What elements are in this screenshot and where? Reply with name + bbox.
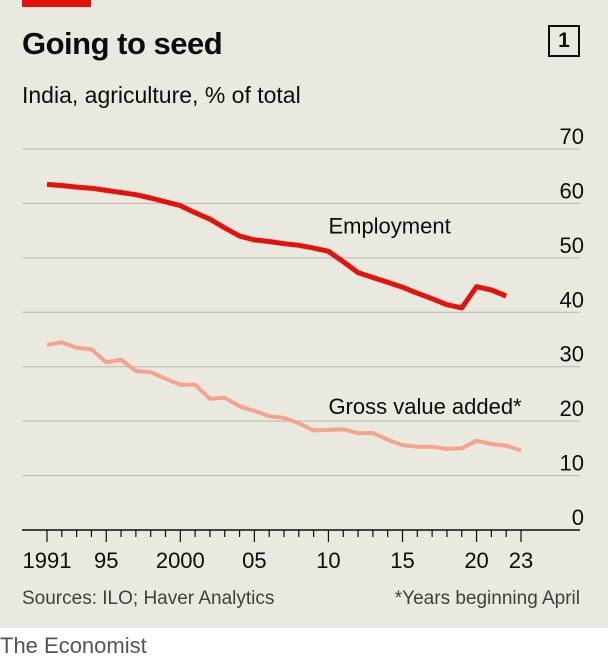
y-tick-label: 0 — [572, 505, 584, 530]
employment-line — [46, 181, 508, 311]
x-tick-label: 2000 — [156, 548, 205, 573]
x-tick-label: 05 — [242, 548, 266, 573]
x-tick-label: 1991 — [23, 548, 72, 573]
gridlines — [22, 148, 580, 477]
chart-title: Going to seed — [22, 26, 223, 61]
chart-card: Going to seed 1 India, agriculture, % of… — [0, 0, 608, 628]
y-tick-label: 70 — [560, 124, 584, 149]
employment-label: Employment — [328, 213, 450, 238]
brand-red-bar — [22, 0, 91, 7]
y-axis-tick-labels: 0 10 20 30 40 50 60 70 — [560, 124, 584, 530]
y-tick-label: 40 — [560, 287, 584, 312]
y-tick-label: 10 — [560, 451, 584, 476]
y-tick-label: 30 — [560, 342, 584, 367]
line-chart: 0 10 20 30 40 50 60 70 1991 95 2000 05 10 15 20 23 Emp… — [22, 124, 584, 573]
brand-wordmark: The Economist — [0, 633, 147, 658]
y-tick-label: 60 — [560, 178, 584, 203]
footnote: *Years beginning April — [394, 588, 580, 609]
series-labels: Employment Gross value added* — [328, 213, 522, 419]
x-tick-label: 23 — [509, 548, 533, 573]
x-tick-label: 15 — [390, 548, 414, 573]
x-axis — [22, 529, 580, 542]
chart-subtitle: India, agriculture, % of total — [22, 82, 301, 108]
chart-number-badge: 1 — [548, 25, 580, 57]
x-tick-label: 20 — [464, 548, 488, 573]
gva-label: Gross value added* — [328, 394, 522, 419]
source-note: Sources: ILO; Haver Analytics — [22, 588, 275, 609]
x-tick-label: 10 — [316, 548, 340, 573]
series-lines — [46, 181, 522, 453]
x-tick-label: 95 — [94, 548, 118, 573]
gva-line — [46, 340, 522, 453]
y-tick-label: 20 — [560, 396, 584, 421]
x-axis-tick-labels: 1991 95 2000 05 10 15 20 23 — [23, 548, 534, 573]
y-tick-label: 50 — [560, 233, 584, 258]
